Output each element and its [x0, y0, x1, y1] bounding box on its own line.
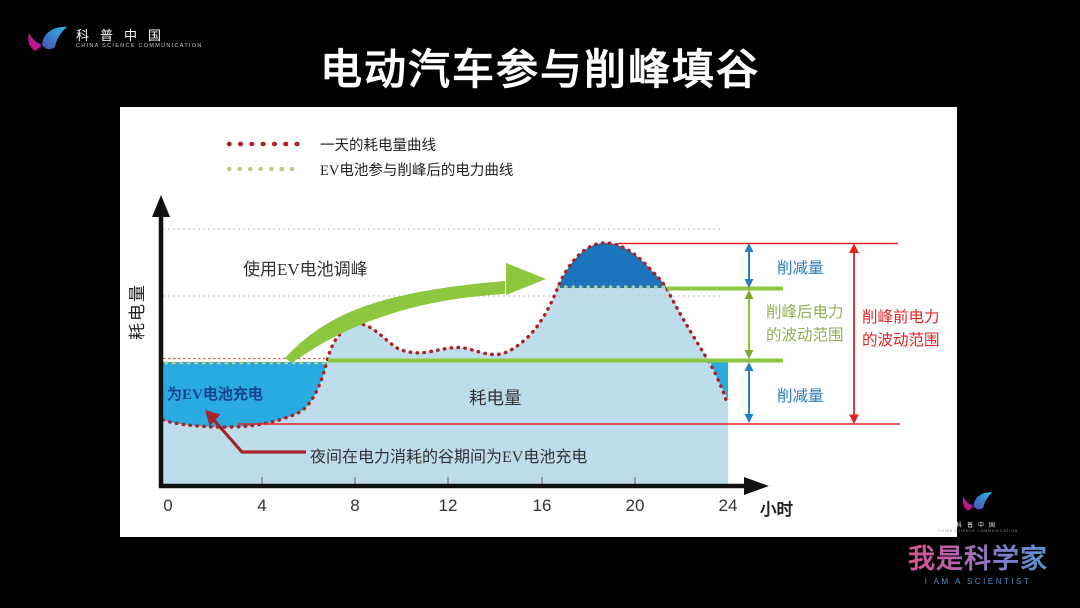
x-tick-8: 8	[350, 496, 360, 515]
butterfly-logo-icon	[28, 26, 67, 51]
x-tick-24: 24	[718, 496, 738, 515]
legend-swatch-original	[225, 136, 303, 154]
label-range-before: 削峰前电力 的波动范围	[862, 309, 940, 349]
label-range-after: 削峰后电力 的波动范围	[766, 304, 844, 344]
original-curve	[161, 241, 728, 429]
x-axis	[159, 477, 769, 495]
night-note-arrow-icon	[205, 410, 306, 454]
range-after-arrow-icon	[744, 290, 754, 359]
x-tick-12: 12	[438, 496, 458, 515]
range-before-arrow-icon	[849, 243, 859, 424]
page-title: 电动汽车参与削峰填谷	[319, 46, 761, 93]
consumption-area	[163, 288, 728, 484]
ev-charging-area	[163, 362, 327, 428]
x-tick-0: 0	[163, 496, 173, 515]
butterfly-logo-small-icon	[962, 492, 993, 511]
swoosh-arrow-icon	[285, 263, 546, 363]
annotation-consumption: 耗电量	[469, 388, 522, 408]
annotation-night-note: 夜间在电力消耗的谷期间为EV电池充电	[310, 449, 588, 466]
brand-bottom-title-cn: 我是科学家	[898, 537, 1058, 576]
x-axis-label: 小时	[760, 500, 793, 519]
brand-top-en: CHINA SCIENCE COMMUNICATION	[76, 43, 203, 49]
brand-bottom-en: CHINA SCIENCE COMMUNICATION	[938, 529, 1018, 533]
legend-label-original: 一天的耗电量曲线	[320, 138, 436, 154]
annotation-charge-ev: 为EV电池充电	[167, 387, 263, 403]
label-cut-amount-bottom: 削减量	[777, 388, 824, 405]
brand-bottom: 科普中国 CHINA SCIENCE COMMUNICATION 我是科学家 I…	[898, 490, 1058, 586]
y-axis	[152, 195, 170, 487]
brand-bottom-cn: 科普中国	[955, 523, 1000, 529]
brand-top: 科普中国 CHINA SCIENCE COMMUNICATION	[26, 24, 203, 54]
cut-bottom-arrow-icon	[744, 362, 754, 423]
brand-top-text: 科普中国 CHINA SCIENCE COMMUNICATION	[76, 28, 203, 50]
x-tick-4: 4	[257, 496, 267, 515]
x-tick-16: 16	[532, 496, 552, 515]
y-axis-label: 耗电量	[128, 283, 147, 340]
label-cut-amount-top: 削减量	[777, 260, 824, 277]
x-tick-20: 20	[625, 496, 645, 515]
legend-swatch-after	[225, 161, 304, 179]
legend-label-after: EV电池参与削峰后的电力曲线	[320, 163, 514, 179]
brand-top-cn: 科普中国	[76, 28, 173, 43]
annotation-use-ev: 使用EV电池调峰	[243, 260, 368, 279]
cut-top-arrow-icon	[744, 243, 754, 288]
peak-shaved-area	[558, 242, 667, 288]
brand-bottom-title-en: I AM A SCIENTIST	[924, 577, 1032, 586]
